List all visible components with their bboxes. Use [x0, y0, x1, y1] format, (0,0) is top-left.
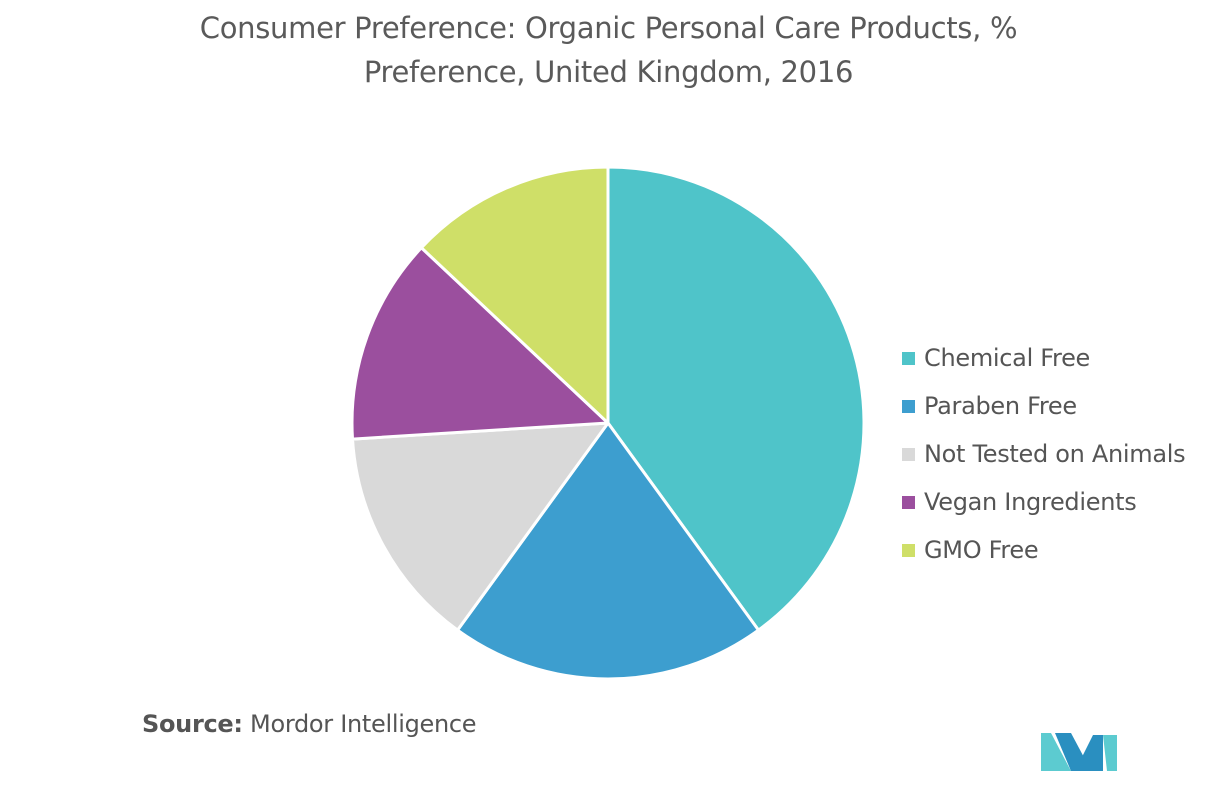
pie-slice-chemical-free	[606, 165, 866, 632]
source-note: Source: Mordor Intelligence	[142, 710, 477, 738]
chart-legend: Chemical Free Paraben Free Not Tested on A…	[902, 334, 1186, 574]
chart-title-line-1: Consumer Preference: Organic Personal Ca…	[199, 11, 1018, 45]
chart-title: Consumer Preference: Organic Personal Ca…	[0, 6, 1217, 94]
pie-slice-paraben-free	[456, 421, 760, 681]
source-label: Source:	[142, 710, 243, 738]
legend-label: Chemical Free	[924, 344, 1091, 372]
legend-swatch	[902, 351, 915, 365]
legend-label: Paraben Free	[924, 392, 1077, 420]
legend-swatch	[902, 543, 915, 557]
legend-item-chemical-free: Chemical Free	[902, 334, 1185, 382]
legend-swatch	[902, 447, 915, 461]
legend-swatch	[902, 495, 915, 509]
legend-item-gmo-free: GMO Free	[902, 526, 1185, 574]
pie-slice-vegan-ingredients	[350, 246, 610, 441]
source-text: Mordor Intelligence	[250, 710, 477, 738]
pie-slice-not-tested-on-animals	[351, 421, 610, 632]
legend-item-not-tested-on-animals: Not Tested on Animals	[902, 430, 1186, 478]
legend-label: Vegan Ingredients	[924, 488, 1137, 516]
legend-item-vegan-ingredients: Vegan Ingredients	[902, 478, 1185, 526]
legend-label: Not Tested on Animals	[924, 440, 1186, 468]
mordor-intelligence-logo-icon	[1041, 733, 1117, 771]
legend-swatch	[902, 399, 915, 413]
chart-title-line-2: Preference, United Kingdom, 2016	[363, 55, 854, 89]
pie-slice-gmo-free	[419, 165, 610, 425]
legend-item-paraben-free: Paraben Free	[902, 382, 1185, 430]
legend-label: GMO Free	[924, 536, 1039, 564]
